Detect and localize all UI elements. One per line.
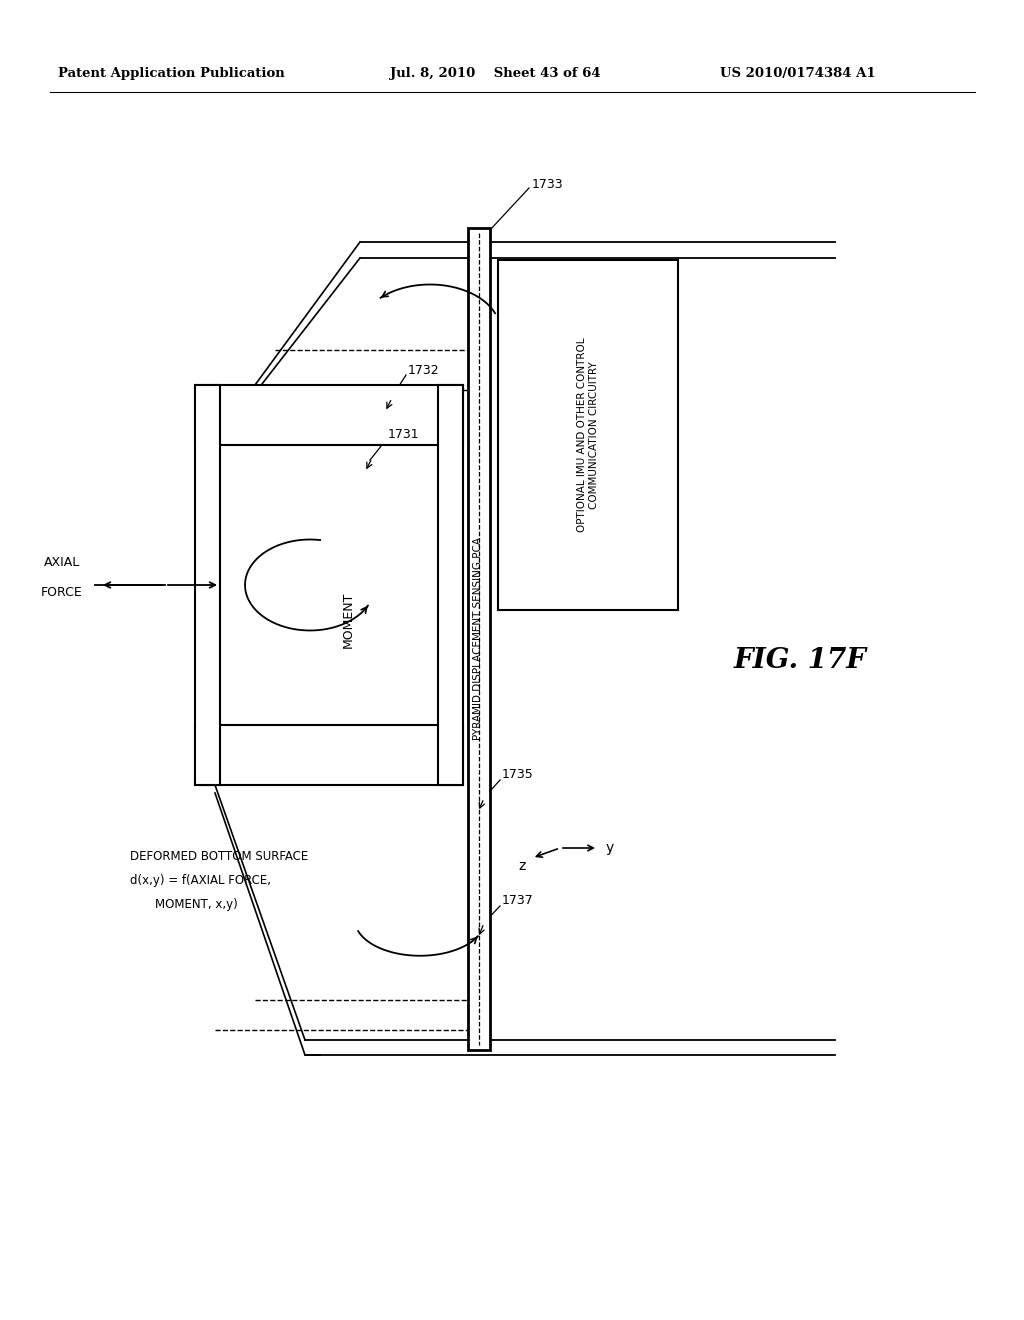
Text: Jul. 8, 2010    Sheet 43 of 64: Jul. 8, 2010 Sheet 43 of 64 [390,67,601,81]
Text: FIG. 17F: FIG. 17F [733,647,866,673]
Text: 1732: 1732 [408,363,439,376]
Text: 1733: 1733 [532,178,563,191]
Text: z: z [518,859,525,873]
Bar [468,228,490,1049]
Text: OPTIONAL IMU AND OTHER CONTROL
COMMUNICATION CIRCUITRY: OPTIONAL IMU AND OTHER CONTROL COMMUNICA… [578,338,599,532]
Bar [438,385,463,785]
Text: AXIAL: AXIAL [44,557,80,569]
Text: 1731: 1731 [388,429,420,441]
Text: MOMENT, x,y): MOMENT, x,y) [155,898,238,911]
Text: 1737: 1737 [502,894,534,907]
Bar [195,385,220,785]
Text: 1735: 1735 [502,768,534,781]
Text: MOMENT: MOMENT [341,591,354,648]
Text: PYRAMID DISPLACEMENT SENSING PCA: PYRAMID DISPLACEMENT SENSING PCA [473,537,483,741]
Text: d(x,y) = f(AXIAL FORCE,: d(x,y) = f(AXIAL FORCE, [130,874,271,887]
Text: y: y [606,841,614,855]
Bar [195,385,463,445]
Text: US 2010/0174384 A1: US 2010/0174384 A1 [720,67,876,81]
Bar [195,725,463,785]
Bar [498,260,678,610]
Text: DEFORMED BOTTOM SURFACE: DEFORMED BOTTOM SURFACE [130,850,308,863]
Text: Patent Application Publication: Patent Application Publication [58,67,285,81]
Text: FORCE: FORCE [41,586,83,599]
